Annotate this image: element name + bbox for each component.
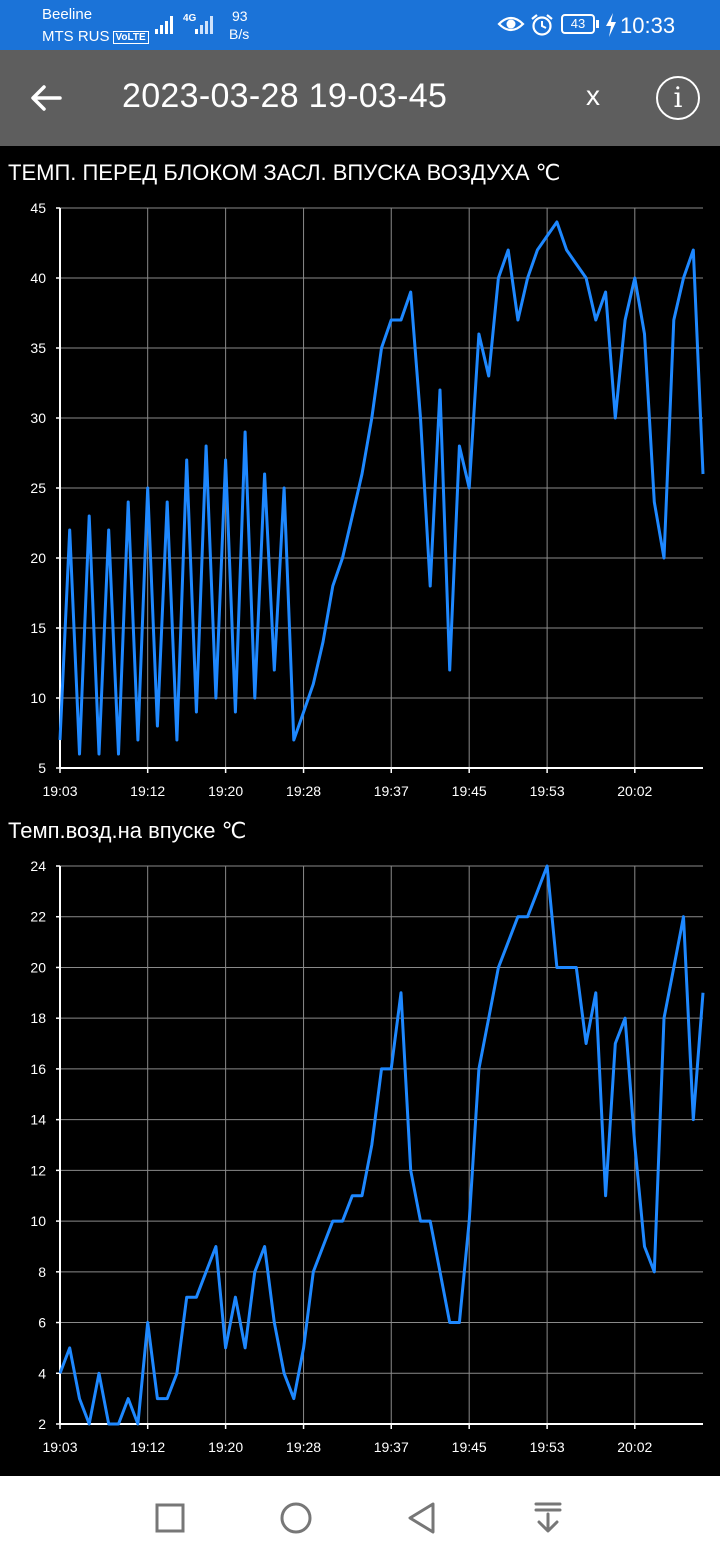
battery-tip bbox=[596, 20, 599, 28]
charging-icon bbox=[606, 13, 616, 37]
y-tick-label: 18 bbox=[30, 1010, 46, 1026]
battery-icon: 43 bbox=[561, 14, 595, 34]
x-tick-label: 19:53 bbox=[530, 783, 565, 799]
close-button[interactable]: x bbox=[586, 80, 600, 111]
y-tick-label: 4 bbox=[38, 1365, 46, 1381]
x-tick-label: 19:12 bbox=[130, 783, 165, 799]
y-tick-label: 40 bbox=[30, 270, 46, 286]
y-tick-label: 14 bbox=[30, 1112, 46, 1128]
clock: 10:33 bbox=[620, 13, 676, 38]
volte-badge: VoLTE bbox=[112, 31, 149, 44]
y-tick-label: 22 bbox=[30, 909, 46, 925]
carrier-name-2-row: MTS RUS VoLTE bbox=[42, 28, 149, 46]
y-tick-label: 25 bbox=[30, 480, 46, 496]
y-tick-label: 16 bbox=[30, 1061, 46, 1077]
y-tick-label: 5 bbox=[38, 760, 46, 776]
y-tick-label: 10 bbox=[30, 690, 46, 706]
download-icon[interactable] bbox=[528, 1498, 568, 1538]
x-tick-label: 20:02 bbox=[617, 1439, 652, 1455]
app-bar: 2023-03-28 19-03-45 x i bbox=[0, 50, 720, 146]
x-tick-label: 19:45 bbox=[452, 783, 487, 799]
net-speed-unit: B/s bbox=[229, 26, 250, 42]
y-tick-label: 20 bbox=[30, 959, 46, 975]
y-tick-label: 12 bbox=[30, 1162, 46, 1178]
triangle-back-icon[interactable] bbox=[402, 1498, 442, 1538]
info-icon[interactable]: i bbox=[656, 76, 700, 120]
y-tick-label: 20 bbox=[30, 550, 46, 566]
battery-level: 43 bbox=[570, 16, 586, 31]
x-tick-label: 19:20 bbox=[208, 1439, 243, 1455]
signal-icon bbox=[155, 16, 173, 34]
carrier-name-2: MTS RUS bbox=[42, 28, 110, 45]
back-arrow-icon[interactable] bbox=[26, 78, 66, 118]
page-title: 2023-03-28 19-03-45 bbox=[122, 77, 448, 115]
y-tick-label: 24 bbox=[30, 858, 46, 874]
alarm-icon bbox=[531, 14, 553, 36]
x-tick-label: 19:12 bbox=[130, 1439, 165, 1455]
chart-1-title: ТЕМП. ПЕРЕД БЛОКОМ ЗАСЛ. ВПУСКА ВОЗДУХА … bbox=[8, 160, 561, 185]
status-bar: Beeline MTS RUS VoLTE 4G 93 B/s 43 10:33 bbox=[0, 0, 720, 50]
series-line bbox=[58, 220, 705, 756]
x-tick-label: 19:45 bbox=[452, 1439, 487, 1455]
y-tick-label: 45 bbox=[30, 200, 46, 216]
x-tick-label: 19:03 bbox=[42, 1439, 77, 1455]
square-icon[interactable] bbox=[150, 1498, 190, 1538]
x-tick-label: 19:03 bbox=[42, 783, 77, 799]
x-tick-label: 20:02 bbox=[617, 783, 652, 799]
x-tick-label: 19:20 bbox=[208, 783, 243, 799]
series-line bbox=[58, 864, 705, 1426]
eye-icon bbox=[497, 16, 525, 32]
chart-1: 5 10 15 20 25 30 35 40 45 19:03 19:12 19:20 19:28 19:… bbox=[30, 200, 705, 799]
carrier-name-1: Beeline bbox=[42, 6, 93, 23]
signal-icon bbox=[195, 16, 213, 34]
y-tick-label: 8 bbox=[38, 1264, 46, 1280]
network-type: 4G bbox=[183, 13, 197, 24]
y-tick-label: 6 bbox=[38, 1315, 46, 1331]
circle-icon[interactable] bbox=[276, 1498, 316, 1538]
y-tick-label: 35 bbox=[30, 340, 46, 356]
x-tick-label: 19:37 bbox=[374, 783, 409, 799]
y-tick-label: 2 bbox=[38, 1416, 46, 1432]
y-tick-label: 10 bbox=[30, 1213, 46, 1229]
navigation-bar bbox=[0, 1476, 720, 1560]
y-tick-label: 15 bbox=[30, 620, 46, 636]
y-tick-label: 30 bbox=[30, 410, 46, 426]
x-tick-label: 19:53 bbox=[530, 1439, 565, 1455]
x-tick-label: 19:37 bbox=[374, 1439, 409, 1455]
x-tick-label: 19:28 bbox=[286, 1439, 321, 1455]
x-tick-label: 19:28 bbox=[286, 783, 321, 799]
net-speed-value: 93 bbox=[232, 8, 248, 24]
chart-2-title: Темп.возд.на впуске ℃ bbox=[8, 818, 247, 843]
